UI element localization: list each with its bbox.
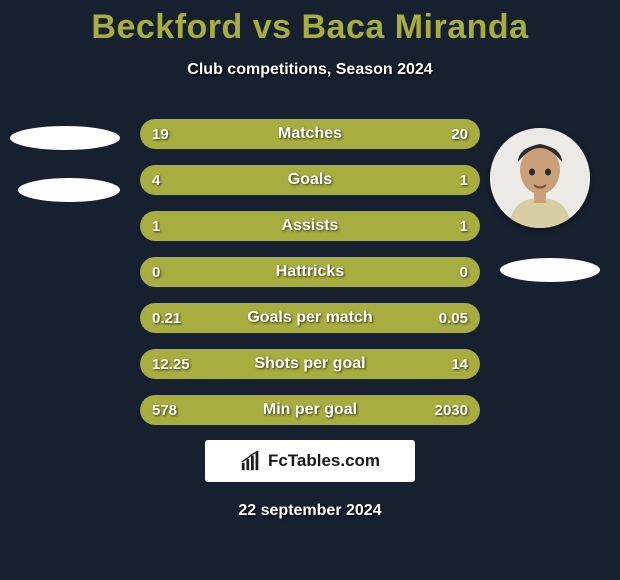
stat-fill-left bbox=[140, 349, 300, 379]
stat-row: Assists11 bbox=[140, 211, 480, 241]
stat-row: Goals41 bbox=[140, 165, 480, 195]
stat-row: Hattricks00 bbox=[140, 257, 480, 287]
stat-fill-right bbox=[307, 119, 480, 149]
stat-row: Goals per match0.210.05 bbox=[140, 303, 480, 333]
footer-date: 22 september 2024 bbox=[0, 502, 620, 520]
stat-fill-right bbox=[215, 395, 480, 425]
footer-brand-text: FcTables.com bbox=[268, 451, 380, 471]
stat-row: Matches1920 bbox=[140, 119, 480, 149]
stat-row: Shots per goal12.2514 bbox=[140, 349, 480, 379]
stat-fill-left bbox=[140, 211, 310, 241]
stat-row: Min per goal5782030 bbox=[140, 395, 480, 425]
player-right-avatar bbox=[490, 128, 590, 228]
player-left-shape-2 bbox=[18, 178, 120, 202]
stat-fill-right bbox=[300, 349, 480, 379]
player-right-shape-1 bbox=[500, 258, 600, 282]
stats-container: Matches1920 Goals41 Assists11 Hattricks00 Go… bbox=[140, 119, 480, 425]
stat-fill-left bbox=[140, 165, 405, 195]
footer-brand-badge: FcTables.com bbox=[205, 440, 415, 482]
stat-fill-right bbox=[405, 165, 480, 195]
avatar-placeholder-icon bbox=[490, 128, 590, 228]
stat-fill-right bbox=[310, 211, 480, 241]
stat-fill-left bbox=[140, 119, 307, 149]
player-left-shape-1 bbox=[10, 126, 120, 150]
stat-fill-left bbox=[140, 257, 310, 287]
stat-fill-right bbox=[412, 303, 480, 333]
stat-fill-right bbox=[310, 257, 480, 287]
page-title: Beckford vs Baca Miranda bbox=[0, 0, 620, 47]
stat-fill-left bbox=[140, 303, 412, 333]
stat-fill-left bbox=[140, 395, 215, 425]
chart-icon bbox=[240, 450, 262, 472]
subtitle: Club competitions, Season 2024 bbox=[0, 61, 620, 79]
